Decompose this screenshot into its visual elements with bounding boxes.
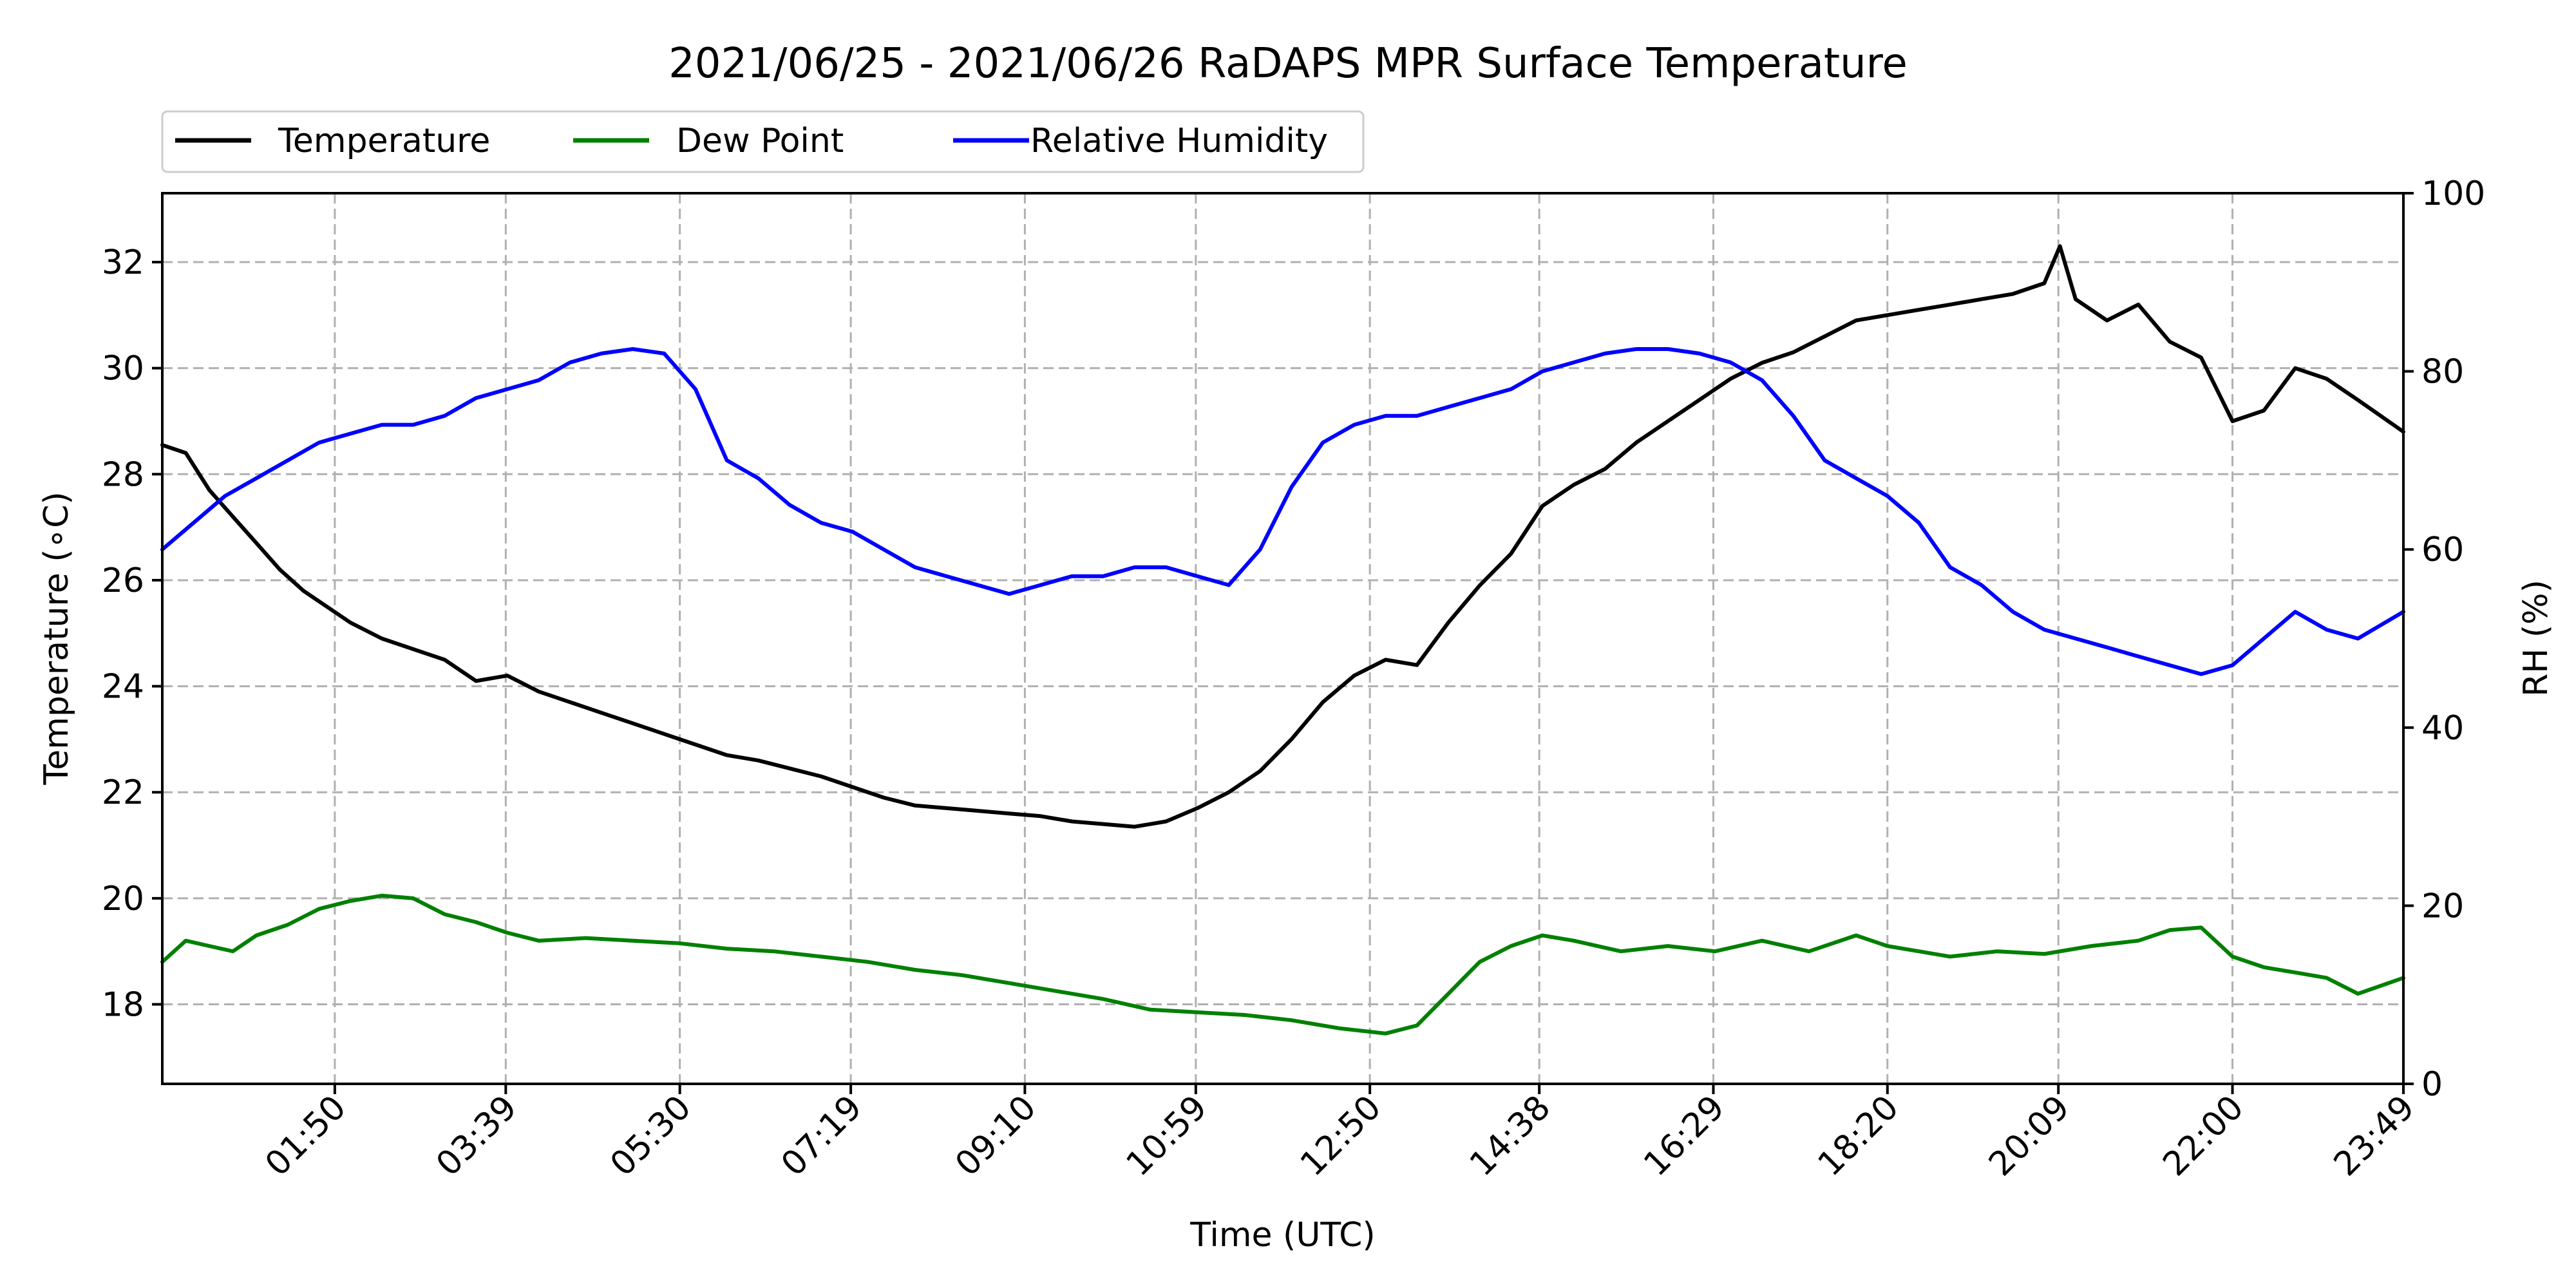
- y-axis-right-label: RH (%): [2517, 580, 2555, 697]
- y-right-tick-label: 20: [2421, 887, 2464, 925]
- y-left-tick-label: 22: [102, 773, 144, 812]
- y-left-tick-label: 20: [102, 880, 144, 918]
- series-line-relative-humidity: [160, 347, 2405, 676]
- y-left-tick-label: 30: [102, 350, 144, 388]
- y-left-tick-label: 28: [102, 455, 144, 494]
- legend: Temperature Dew Point Relative Humidity: [161, 110, 1365, 173]
- series-lines: [160, 244, 2405, 1036]
- y-left-tick-label: 32: [102, 243, 144, 282]
- y-axis-left-label: Temperature (∘C): [37, 491, 76, 785]
- y-axis-left: 18 20 22 24 26 28 30 32: [102, 243, 162, 1025]
- y-right-tick-label: 40: [2421, 709, 2464, 748]
- y-left-tick-label: 18: [102, 986, 144, 1025]
- y-axis-right: 0 20 40 60 80 100: [2403, 175, 2485, 1104]
- series-line-temperature: [160, 244, 2405, 829]
- plot-frame: [161, 192, 2405, 1085]
- y-right-tick-label: 60: [2421, 531, 2464, 569]
- legend-label-relative-humidity: Relative Humidity: [1030, 122, 1328, 160]
- y-left-tick-label: 24: [102, 668, 144, 706]
- y-left-tick-label: 26: [102, 562, 144, 600]
- legend-label-temperature: Temperature: [278, 122, 490, 160]
- y-right-tick-label: 100: [2421, 175, 2485, 213]
- chart-title: 2021/06/25 - 2021/06/26 RaDAPS MPR Surfa…: [668, 40, 1908, 88]
- y-right-tick-label: 80: [2421, 353, 2464, 392]
- series-line-dew-point: [160, 893, 2405, 1036]
- legend-frame: [161, 110, 1365, 173]
- y-right-tick-label: 0: [2421, 1065, 2443, 1104]
- legend-label-dew-point: Dew Point: [676, 122, 844, 160]
- x-axis-label: Time (UTC): [1189, 1216, 1375, 1255]
